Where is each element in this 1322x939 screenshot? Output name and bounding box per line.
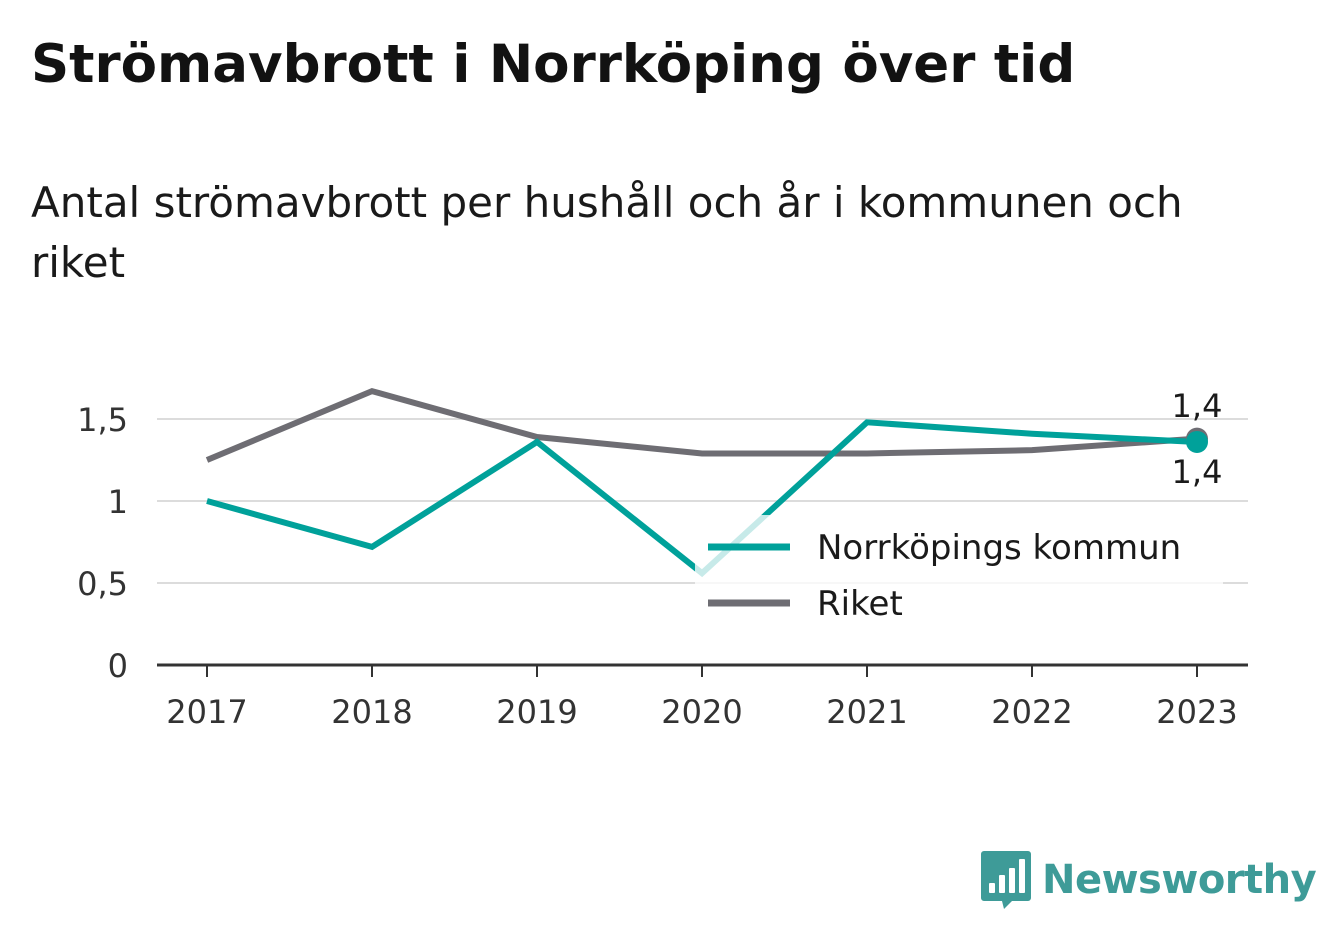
x-tick-label: 2020: [661, 693, 742, 731]
y-tick-label: 0: [108, 647, 128, 685]
x-tick-label: 2022: [991, 693, 1072, 731]
end-value-labels: 1,4 1,4: [1172, 387, 1223, 491]
legend-label: Riket: [817, 584, 903, 624]
brand-name: Newsworthy: [1042, 857, 1317, 903]
end-value-label-norrkopings-kommun: 1,4: [1172, 453, 1223, 491]
legend: Norrköpings kommun Riket: [695, 515, 1223, 640]
x-tick-label: 2021: [826, 693, 907, 731]
x-axis: [157, 663, 1248, 677]
newsworthy-logo-icon: [981, 851, 1031, 909]
x-tick-label: 2018: [331, 693, 412, 731]
legend-background: [695, 515, 1223, 640]
series-line-riket: [205, 387, 1198, 463]
y-tick-label: 1,5: [77, 401, 128, 439]
end-value-label-riket: 1,4: [1172, 387, 1223, 425]
x-tick-label: 2017: [166, 693, 247, 731]
y-tick-label: 0,5: [77, 565, 128, 603]
chart-title: Strömavbrott i Norrköping över tid: [31, 34, 1076, 95]
y-tick-label: 1: [108, 483, 128, 521]
brand-logo: Newsworthy: [980, 848, 1317, 912]
y-axis-tick-labels: 0 0,5 1 1,5: [77, 401, 128, 685]
x-axis-tick-labels: 2017 2018 2019 2020 2021 2022 2023: [166, 693, 1237, 731]
chart-subtitle: Antal strömavbrott per hushåll och år i …: [31, 178, 1183, 287]
x-tick-label: 2023: [1156, 693, 1237, 731]
legend-label: Norrköpings kommun: [817, 528, 1181, 568]
end-marker-norrkopings-kommun: [1186, 430, 1208, 453]
x-tick-label: 2019: [496, 693, 577, 731]
